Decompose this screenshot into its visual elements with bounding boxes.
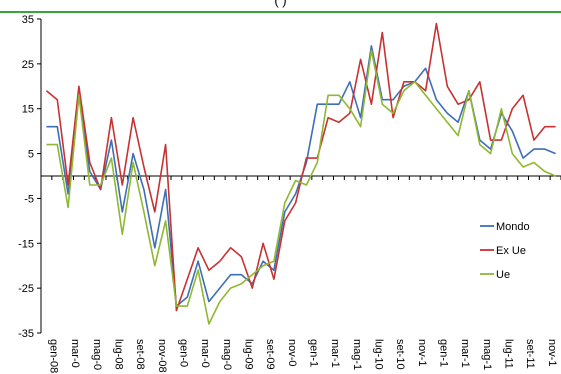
- x-tick-label: mag-1: [351, 339, 363, 370]
- x-tick-label: set-08: [134, 339, 146, 370]
- x-tick-label: mag-0: [221, 339, 233, 370]
- axes-group: 35 25 15 5 -5 -15 -25 -35 gen-08 mar-0 mag-0 lug-08…: [18, 14, 561, 373]
- x-tick-label: mar-0: [199, 339, 211, 368]
- x-tick-label: set-09: [264, 339, 276, 370]
- x-tick-label: lug-09: [242, 339, 254, 370]
- title-underline: [0, 11, 561, 13]
- x-tick-label: nov-0: [286, 339, 298, 367]
- legend-label: Ue: [496, 269, 510, 281]
- x-tick-label: lug-11: [502, 339, 514, 369]
- x-tick-label: nov-1: [416, 339, 428, 367]
- x-tick-label: set-10: [394, 339, 406, 370]
- x-tick-label: nov-1: [546, 339, 558, 367]
- y-tick-label: -25: [18, 283, 34, 295]
- legend-label: Ex Ue: [496, 245, 526, 257]
- y-tick-label: -5: [24, 193, 34, 205]
- x-tick-label: mar-1: [329, 339, 341, 368]
- legend-label: Mondo: [496, 221, 530, 233]
- x-tick-label: lug-10: [372, 339, 384, 370]
- x-tick-label: gen-0: [177, 339, 189, 367]
- x-tick-label: gen-08: [47, 339, 59, 373]
- series-line: [45, 22, 556, 312]
- y-tick-label: -15: [18, 238, 34, 250]
- y-tick-label: 5: [28, 149, 34, 161]
- x-tick-label: mar-1: [459, 339, 471, 368]
- legend: Mondo Ex Ue Ue: [480, 221, 530, 281]
- title-strip: ( ): [0, 0, 561, 12]
- y-tick-label: 15: [22, 104, 34, 116]
- chart-title-fragment: ( ): [274, 0, 287, 8]
- x-tick-label: mar-0: [69, 339, 81, 368]
- x-tick-label: lug-08: [112, 339, 124, 370]
- y-tick-label: 25: [22, 59, 34, 71]
- x-tick-label: set-11: [524, 339, 536, 369]
- x-tick-label: gen-1: [307, 339, 319, 367]
- series-lines: [45, 22, 556, 325]
- x-tick-label: mag-0: [91, 339, 103, 370]
- x-tick-label: gen-1: [437, 339, 449, 367]
- x-tick-label: nov-08: [156, 339, 168, 373]
- y-tick-label: -35: [18, 328, 34, 340]
- series-line: [46, 49, 556, 325]
- x-tick-label: mag-1: [481, 339, 493, 370]
- y-tick-label: 35: [22, 14, 34, 26]
